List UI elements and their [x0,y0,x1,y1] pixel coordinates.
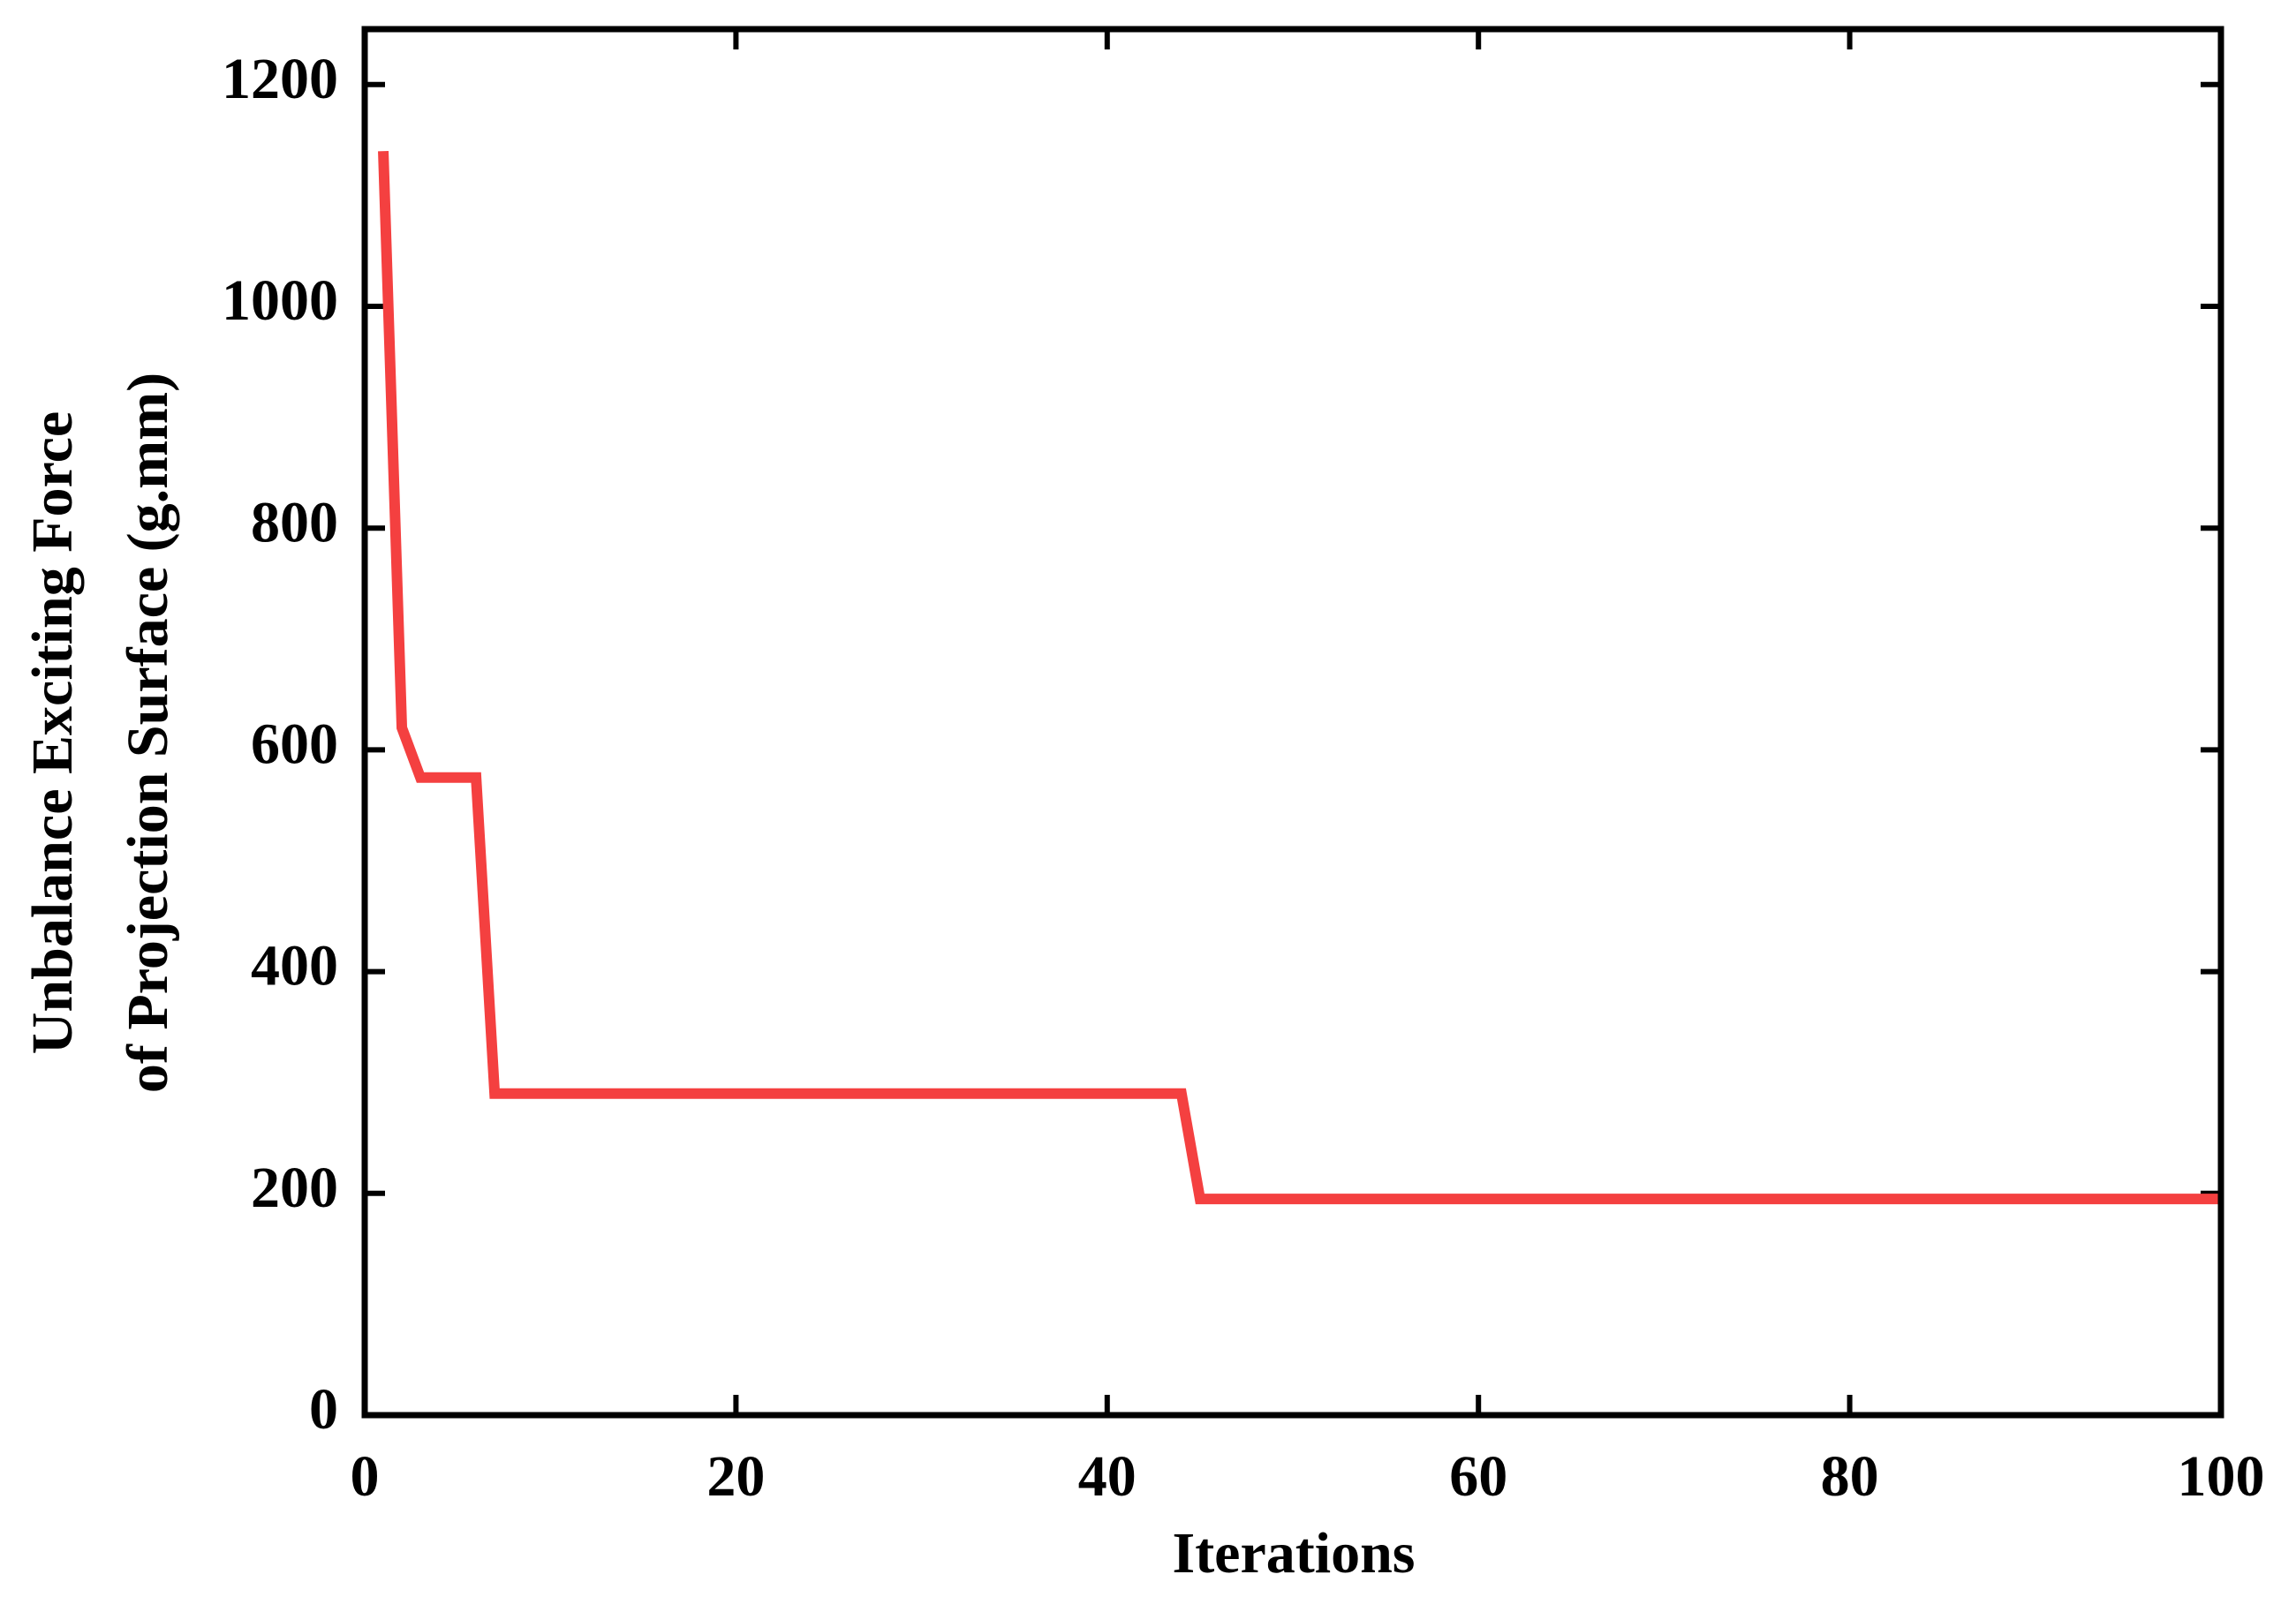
x-tick-label: 60 [1449,1444,1507,1509]
y-axis-label: Unbalance Exciting Force [20,411,85,1054]
x-tick-label: 20 [706,1444,765,1509]
y-tick-label: 400 [251,934,338,998]
y-tick-label: 1200 [222,47,338,111]
x-tick-label: 80 [1821,1444,1879,1509]
plot-frame [361,26,2224,1419]
y-tick-label: 1000 [222,268,338,333]
x-axis-label: Iterations [1173,1521,1416,1586]
y-tick-label: 600 [251,712,338,777]
x-tick-label: 100 [2178,1444,2265,1509]
y-tick-label: 0 [309,1377,338,1442]
y-tick-label: 800 [251,490,338,554]
y-tick-label: 200 [251,1156,338,1220]
data-line [378,150,2221,1205]
x-tick-label: 0 [351,1444,380,1509]
x-tick-label: 40 [1078,1444,1137,1509]
y-axis-label: of Projection Surface (g.mm) [116,373,180,1093]
